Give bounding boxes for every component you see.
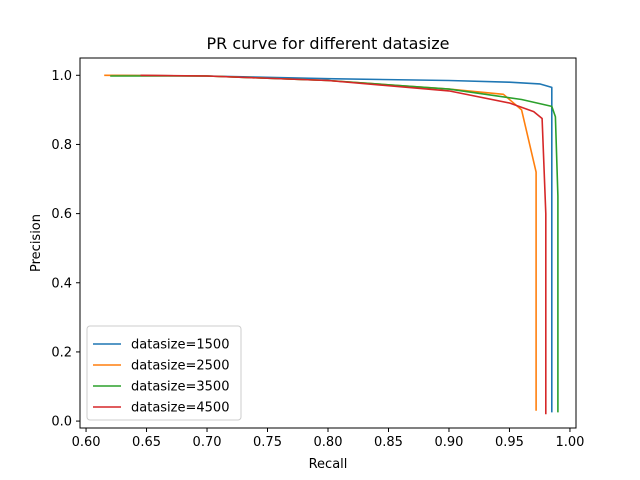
legend-label-1: datasize=1500 — [131, 338, 229, 353]
x-tick-label: 0.80 — [314, 435, 343, 450]
x-tick-label: 0.95 — [495, 435, 524, 450]
y-tick-label: 0.0 — [51, 415, 72, 430]
x-tick-label: 0.60 — [72, 435, 101, 450]
x-tick-label: 0.70 — [193, 435, 222, 450]
y-axis-label: Precision — [29, 214, 44, 272]
x-tick-label: 0.90 — [434, 435, 463, 450]
x-tick-label: 0.75 — [253, 435, 282, 450]
legend-label-3: datasize=3500 — [131, 380, 229, 395]
y-tick-label: 0.4 — [51, 276, 72, 291]
legend: datasize=1500 datasize=2500 datasize=3500 d… — [86, 325, 242, 421]
x-tick-label: 1.00 — [555, 435, 584, 450]
y-axis-ticks: 0.0 0.2 0.4 0.6 0.8 1.0 — [51, 69, 80, 430]
y-tick-label: 1.0 — [51, 69, 72, 84]
plot-lines — [104, 74, 559, 415]
legend-label-4: datasize=4500 — [131, 401, 229, 416]
legend-label-2: datasize=2500 — [131, 359, 229, 374]
x-tick-label: 0.85 — [374, 435, 403, 450]
legend-box — [86, 325, 242, 421]
chart-title: PR curve for different datasize — [207, 34, 450, 53]
y-tick-label: 0.6 — [51, 207, 72, 222]
y-tick-label: 0.8 — [51, 138, 72, 153]
x-axis-label: Recall — [309, 457, 348, 472]
series-line-4 — [140, 74, 547, 415]
y-tick-label: 0.2 — [51, 345, 72, 360]
x-tick-label: 0.65 — [132, 435, 161, 450]
x-axis-ticks: 0.60 0.65 0.70 0.75 0.80 0.85 0.90 0.95 1.00 — [72, 428, 584, 450]
